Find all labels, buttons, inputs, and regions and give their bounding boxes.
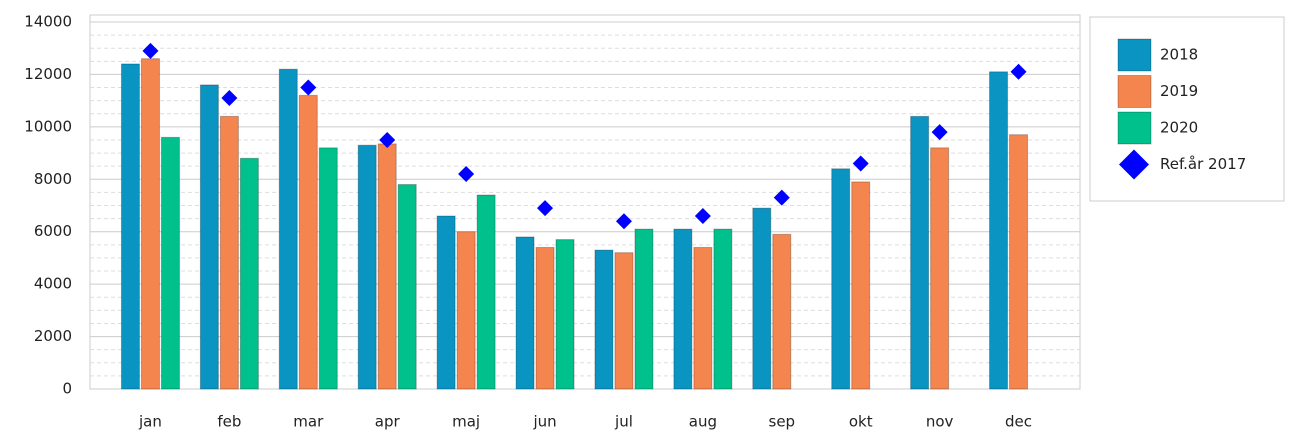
bar xyxy=(772,233,792,390)
x-tick-label: jun xyxy=(532,413,556,431)
legend-label: Ref.år 2017 xyxy=(1160,155,1246,173)
ref-marker xyxy=(221,90,238,107)
x-tick-label: dec xyxy=(1005,413,1032,431)
x-tick-label: mar xyxy=(293,413,324,431)
bar xyxy=(693,246,713,390)
y-tick-label: 0 xyxy=(62,380,72,398)
x-tick-label: maj xyxy=(452,413,480,431)
x-tick-label: nov xyxy=(926,413,954,431)
bar xyxy=(634,228,654,390)
x-tick-label: jul xyxy=(614,413,633,431)
ref-marker xyxy=(773,189,790,206)
y-tick-label: 10000 xyxy=(24,117,72,135)
bar xyxy=(377,143,397,390)
ref-marker xyxy=(458,166,475,183)
ref-marker xyxy=(931,124,948,141)
bar xyxy=(673,228,693,390)
y-tick-label: 8000 xyxy=(34,170,72,188)
bar xyxy=(318,147,338,390)
bar xyxy=(614,252,634,390)
ref-marker xyxy=(537,200,554,217)
bar xyxy=(515,236,535,390)
legend-swatch xyxy=(1117,111,1152,145)
y-tick-label: 12000 xyxy=(24,65,72,83)
bar xyxy=(239,157,259,390)
bar xyxy=(831,168,851,390)
legend-swatch xyxy=(1117,38,1152,72)
bar xyxy=(436,215,456,390)
bar xyxy=(1009,134,1029,390)
ref-marker xyxy=(379,131,396,148)
bar xyxy=(476,194,496,390)
bar xyxy=(910,115,930,390)
bar xyxy=(456,231,476,390)
bar xyxy=(140,58,160,390)
bar xyxy=(357,144,377,390)
bar xyxy=(752,207,772,390)
x-tick-label: aug xyxy=(689,413,717,431)
ref-marker xyxy=(1010,63,1027,80)
legend-label: 2018 xyxy=(1160,46,1198,64)
legend-swatch xyxy=(1117,75,1152,108)
ref-marker xyxy=(694,207,711,224)
y-tick-label: 14000 xyxy=(24,13,72,31)
bar xyxy=(989,71,1009,390)
bar xyxy=(713,228,733,390)
bar xyxy=(160,136,180,390)
x-tick-label: apr xyxy=(375,413,401,431)
bar xyxy=(594,249,614,390)
x-tick-label: sep xyxy=(769,413,796,431)
ref-marker xyxy=(615,213,632,230)
bar xyxy=(298,94,318,390)
x-tick-label: jan xyxy=(138,413,162,431)
y-tick-label: 6000 xyxy=(34,222,72,240)
bar xyxy=(219,115,239,390)
bar xyxy=(851,181,871,390)
bar xyxy=(397,184,417,390)
bar xyxy=(199,84,219,390)
y-tick-label: 2000 xyxy=(34,327,72,345)
ref-marker xyxy=(300,79,317,96)
x-tick-label: okt xyxy=(849,413,873,431)
bar xyxy=(930,147,950,390)
bar xyxy=(535,246,555,390)
ref-marker xyxy=(852,155,869,172)
bar xyxy=(120,63,140,390)
legend-marker xyxy=(1119,149,1149,180)
y-tick-label: 4000 xyxy=(34,275,72,293)
ref-marker xyxy=(142,42,159,59)
legend-label: 2019 xyxy=(1160,82,1198,100)
bar xyxy=(278,68,298,390)
legend-label: 2020 xyxy=(1160,119,1198,137)
bar xyxy=(555,239,575,390)
x-tick-label: feb xyxy=(217,413,241,431)
